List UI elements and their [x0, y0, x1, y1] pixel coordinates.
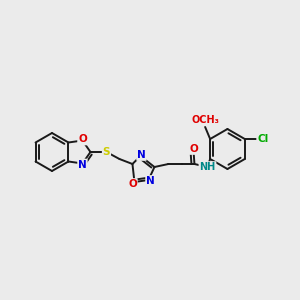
Text: NH: NH — [199, 162, 216, 172]
Text: N: N — [146, 176, 155, 186]
Text: O: O — [128, 179, 137, 189]
Text: S: S — [103, 147, 110, 157]
Text: Cl: Cl — [257, 134, 269, 144]
Text: N: N — [137, 150, 146, 160]
Text: O: O — [189, 144, 198, 154]
Text: OCH₃: OCH₃ — [191, 115, 219, 125]
Text: O: O — [78, 134, 87, 145]
Text: N: N — [78, 160, 87, 170]
